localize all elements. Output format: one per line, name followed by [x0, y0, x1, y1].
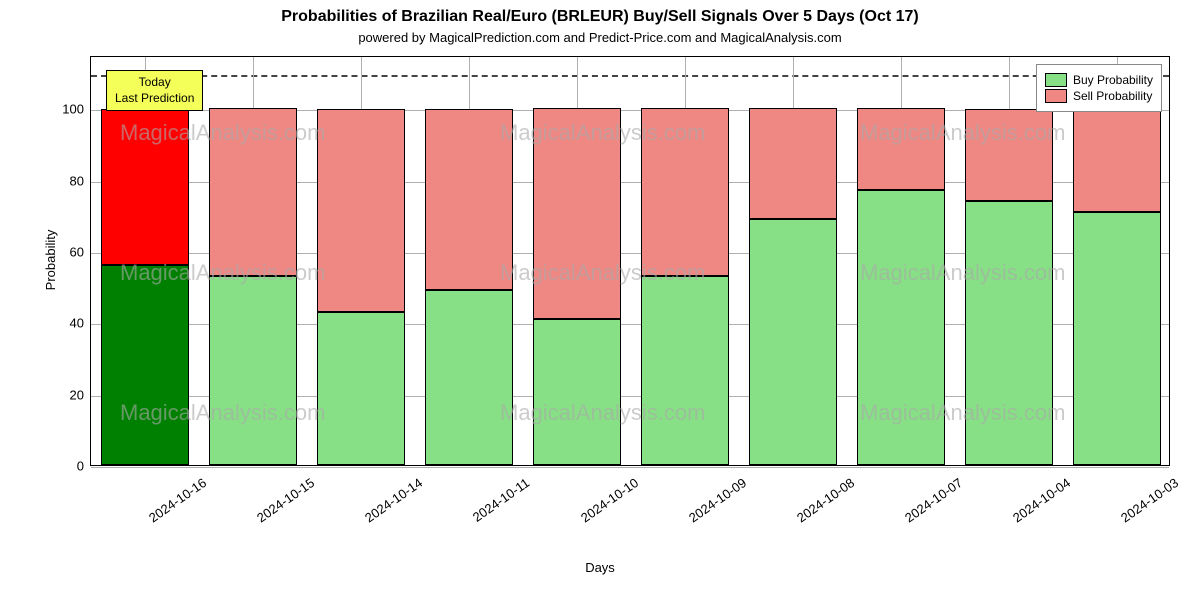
bar-sell — [533, 108, 622, 318]
legend-label-sell: Sell Probability — [1073, 89, 1152, 103]
bar-buy — [533, 319, 622, 465]
bar-sell — [209, 108, 298, 276]
bar-group — [1073, 55, 1162, 465]
y-tick-label: 0 — [44, 459, 84, 474]
legend-swatch-buy — [1045, 73, 1067, 87]
x-tick-label: 2024-10-11 — [470, 475, 532, 525]
bar-group — [425, 55, 514, 465]
bar-buy — [965, 201, 1054, 465]
y-tick-label: 60 — [44, 245, 84, 260]
bar-buy — [209, 276, 298, 465]
bar-group — [101, 55, 190, 465]
today-annotation: Today Last Prediction — [106, 70, 203, 111]
bar-sell — [857, 108, 946, 190]
legend-swatch-sell — [1045, 89, 1067, 103]
bar-buy — [749, 219, 838, 465]
y-tick-label: 40 — [44, 316, 84, 331]
bar-sell — [425, 109, 514, 291]
x-tick-label: 2024-10-08 — [794, 475, 857, 525]
bar-group — [533, 55, 622, 465]
x-tick-label: 2024-10-03 — [1118, 475, 1181, 525]
legend-label-buy: Buy Probability — [1073, 73, 1153, 87]
y-tick-label: 20 — [44, 387, 84, 402]
bar-buy — [101, 265, 190, 465]
bar-sell — [101, 109, 190, 266]
x-axis-label: Days — [0, 560, 1200, 575]
bar-buy — [857, 190, 946, 465]
x-tick-label: 2024-10-14 — [362, 475, 425, 525]
legend: Buy Probability Sell Probability — [1036, 64, 1162, 112]
bar-sell — [317, 109, 406, 312]
chart-subtitle: powered by MagicalPrediction.com and Pre… — [0, 30, 1200, 45]
x-tick-label: 2024-10-15 — [254, 475, 317, 525]
bar-group — [317, 55, 406, 465]
bar-group — [641, 55, 730, 465]
bar-group — [749, 55, 838, 465]
bar-buy — [317, 312, 406, 465]
x-tick-label: 2024-10-04 — [1010, 475, 1073, 525]
x-tick-label: 2024-10-07 — [902, 475, 965, 525]
today-line2: Last Prediction — [115, 91, 194, 107]
bar-sell — [641, 108, 730, 276]
bar-group — [965, 55, 1054, 465]
x-tick-label: 2024-10-16 — [146, 475, 209, 525]
bar-sell — [749, 108, 838, 219]
bar-sell — [965, 109, 1054, 202]
y-axis-label: Probability — [43, 230, 58, 291]
bar-buy — [425, 290, 514, 465]
bar-sell — [1073, 108, 1162, 211]
bar-group — [209, 55, 298, 465]
bar-buy — [1073, 212, 1162, 465]
today-line1: Today — [115, 75, 194, 91]
bar-group — [857, 55, 946, 465]
x-tick-label: 2024-10-09 — [686, 475, 749, 525]
chart-title: Probabilities of Brazilian Real/Euro (BR… — [0, 8, 1200, 26]
bar-buy — [641, 276, 730, 465]
legend-item-sell: Sell Probability — [1045, 89, 1153, 103]
plot-area — [90, 56, 1170, 466]
y-tick-label: 100 — [44, 102, 84, 117]
gridline-h — [91, 467, 1169, 468]
y-tick-label: 80 — [44, 173, 84, 188]
x-tick-label: 2024-10-10 — [578, 475, 641, 525]
legend-item-buy: Buy Probability — [1045, 73, 1153, 87]
